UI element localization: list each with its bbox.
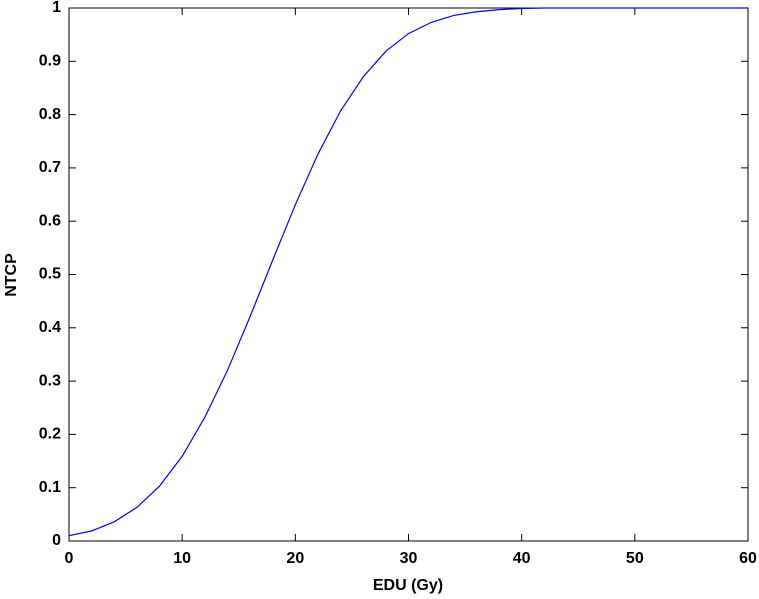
y-tick-label: 0.9 <box>39 53 61 70</box>
y-tick-label: 0 <box>52 532 61 549</box>
y-tick-label: 1 <box>52 0 61 16</box>
x-tick-label: 50 <box>626 550 644 567</box>
x-axis-label: EDU (Gy) <box>373 577 443 594</box>
y-axis-label: NTCP <box>3 253 20 297</box>
y-tick-label: 0.6 <box>39 212 61 229</box>
y-tick-label: 0.4 <box>39 319 61 336</box>
y-tick-label: 0.2 <box>39 426 61 443</box>
x-tick-label: 30 <box>400 550 418 567</box>
x-tick-label: 0 <box>65 550 74 567</box>
y-tick-label: 0.1 <box>39 479 61 496</box>
y-tick-label: 0.8 <box>39 106 61 123</box>
x-tick-label: 60 <box>739 550 757 567</box>
x-tick-label: 40 <box>513 550 531 567</box>
plot-box <box>68 7 749 542</box>
y-tick-label: 0.7 <box>39 159 61 176</box>
y-tick-label: 0.3 <box>39 372 61 389</box>
y-tick-label: 0.5 <box>39 266 61 283</box>
x-tick-label: 10 <box>173 550 191 567</box>
x-tick-label: 20 <box>286 550 304 567</box>
line-series <box>68 7 748 537</box>
